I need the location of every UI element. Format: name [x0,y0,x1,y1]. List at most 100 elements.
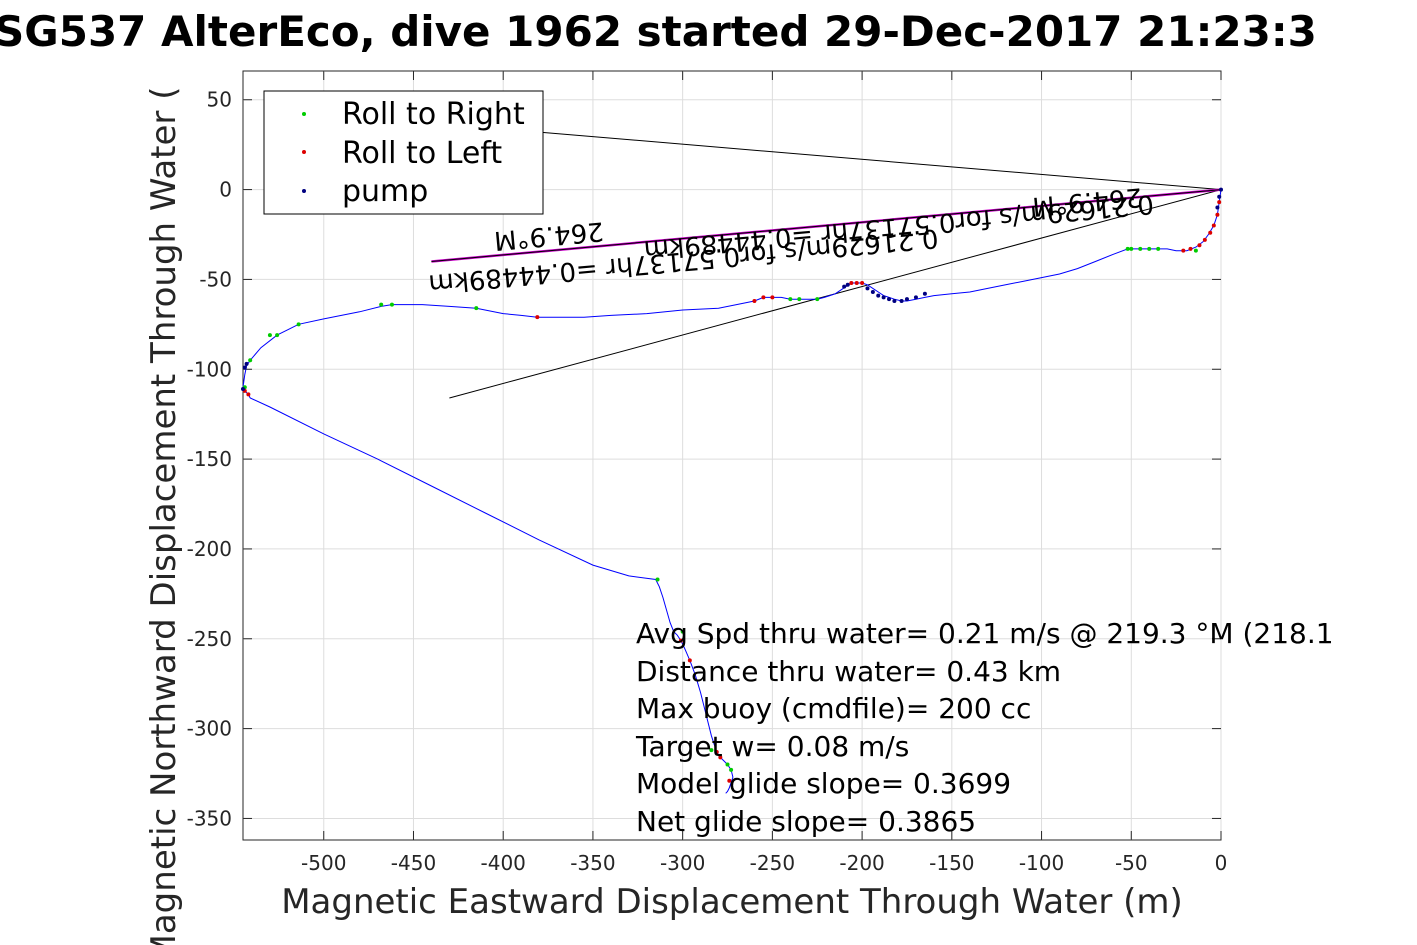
pump-point [887,297,892,302]
pump-point [241,387,245,392]
roll-right-point [275,333,280,338]
legend-box [263,90,544,215]
roll-left-point [1215,212,1220,217]
roll-right-point [1156,246,1161,251]
chart-title: SG537 AlterEco, dive 1962 started 29-Dec… [0,7,1317,56]
roll-left-point [678,638,683,643]
roll-left-point [1202,237,1207,242]
roll-left-point [714,749,719,754]
grid [243,71,1222,840]
pump-point [845,282,850,287]
pump-point [242,365,247,370]
legend-label-roll-right: Roll to Right [342,97,525,132]
y-tick-label: 0 [219,178,232,202]
pump-point [1215,205,1220,210]
y-axis-label: Magnetic Northward Displacement Through … [144,87,184,945]
roll-right-point [248,358,253,363]
roll-right-point [267,333,272,338]
roll-right-point [296,322,301,327]
x-tick-label: -300 [660,851,705,875]
pump-point [1219,187,1223,192]
pump-point [1217,194,1222,199]
pump-point [904,297,909,302]
pump-point [870,289,875,294]
roll-right-point [709,748,714,753]
roll-left-point [1188,246,1193,251]
roll-left-point [718,755,723,760]
x-tick-label: -400 [481,851,526,875]
x-tick-label: -450 [391,851,436,875]
roll-right-point [379,302,384,307]
y-tick-labels: 50 0 -50 -100 -150 -200 -250 -300 -350 [187,88,232,831]
y-tick-label: -250 [187,627,232,651]
roll-left-point [1217,200,1222,205]
annotation-max-buoy: Max buoy (cmdfile)= 200 cc [636,692,1031,725]
legend-swatch-roll-left [302,150,306,154]
x-tick-label: -150 [929,851,974,875]
roll-right-point [1138,246,1143,251]
y-tick-label: -200 [187,537,232,561]
annotation-target-w: Target w= 0.08 m/s [635,730,909,763]
pump-point [913,295,918,300]
annotations: Avg Spd thru water= 0.21 m/s @ 219.3 °M … [635,617,1334,838]
reference-line [539,131,1222,191]
roll-right-point [474,306,479,311]
track-line [242,189,1222,794]
roll-right-point [655,577,660,582]
legend-swatch-roll-right [302,112,306,116]
legend-label-roll-left: Roll to Left [342,136,502,171]
track [242,189,1222,794]
roll-left-point [1211,223,1216,228]
roll-left-point [727,778,732,783]
annotation-model-glide: Model glide slope= 0.3699 [636,767,1011,800]
pump-point [892,298,897,303]
roll-right-point [788,297,793,302]
roll-right-point [797,297,802,302]
legend-swatch-pump [302,189,306,193]
y-tick-label: -150 [187,447,232,471]
roll-right-point [1147,246,1152,251]
legend: Roll to Right Roll to Left pump [263,90,544,215]
roll-left-point [246,392,251,397]
roll-left-point [1197,243,1202,248]
plot-area: 264.9°M0.21629m/s for0.57137hr =0.44489k… [241,70,1223,841]
roll-left-point [535,315,540,320]
roll-right-point [1129,246,1134,251]
roll-left-point [761,295,766,300]
roll-right-point [389,302,394,307]
roll-left-point [849,281,854,286]
roll-right-point [729,767,734,772]
pump-point [922,291,927,296]
roll-right-point [725,762,730,767]
annotation-avg-speed: Avg Spd thru water= 0.21 m/s @ 219.3 °M … [636,617,1334,650]
x-tick-label: 0 [1215,851,1228,875]
annotation-distance: Distance thru water= 0.43 km [636,655,1061,688]
roll-left-point [1181,248,1186,253]
roll-left-point [687,658,692,663]
roll-left-point [770,295,775,300]
x-tick-label: -350 [570,851,615,875]
x-tick-label: -250 [750,851,795,875]
y-tick-label: -50 [199,267,232,291]
y-tick-label: 50 [207,88,232,112]
pump-point [881,295,886,300]
roll-right-point [1193,248,1198,253]
annotation-net-glide: Net glide slope= 0.3865 [636,805,976,838]
roll-left-point [854,281,859,286]
markers [241,187,1223,783]
roll-left-point [1208,230,1213,235]
pump-point [244,361,249,366]
pump-point [876,293,881,298]
x-tick-labels: -500 -450 -400 -350 -300 -250 -200 -150 -100 -50 0 [301,851,1227,875]
roll-right-point [680,629,685,634]
y-tick-label: -350 [187,806,232,830]
x-axis-label: Magnetic Eastward Displacement Through W… [281,882,1183,922]
x-tick-label: -200 [839,851,884,875]
roll-right-point [815,297,820,302]
reference-line [431,189,1222,262]
x-tick-label: -50 [1115,851,1148,875]
roll-left-point [752,298,757,303]
pump-point [899,298,904,303]
x-tick-label: -500 [301,851,346,875]
